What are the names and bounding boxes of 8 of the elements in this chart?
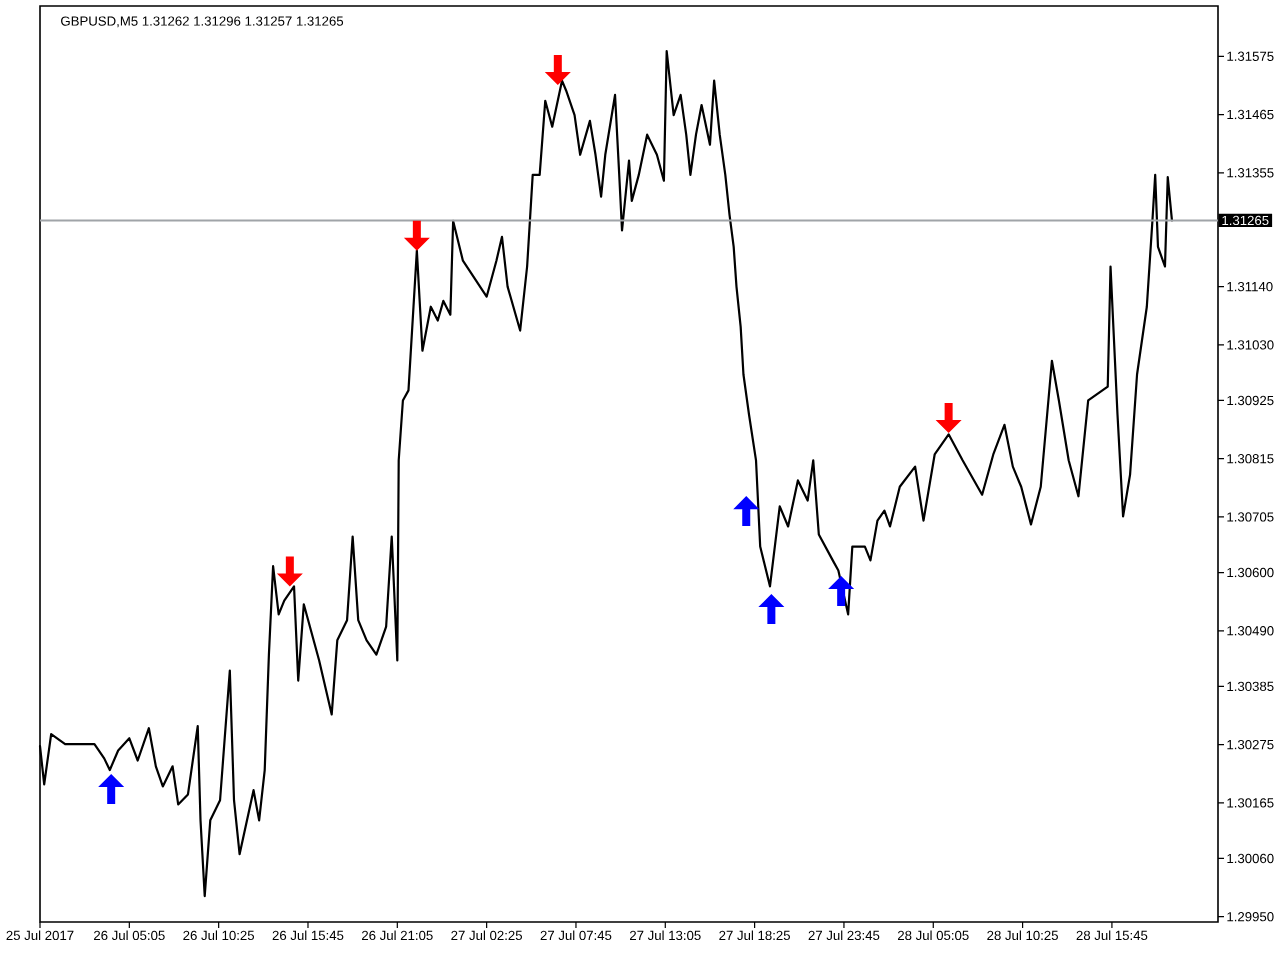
point (758, 594, 785, 625)
point (733, 496, 760, 527)
point (544, 55, 571, 86)
point (276, 556, 303, 587)
point (935, 402, 962, 433)
point (403, 220, 430, 251)
point (828, 576, 855, 607)
point (98, 774, 125, 805)
